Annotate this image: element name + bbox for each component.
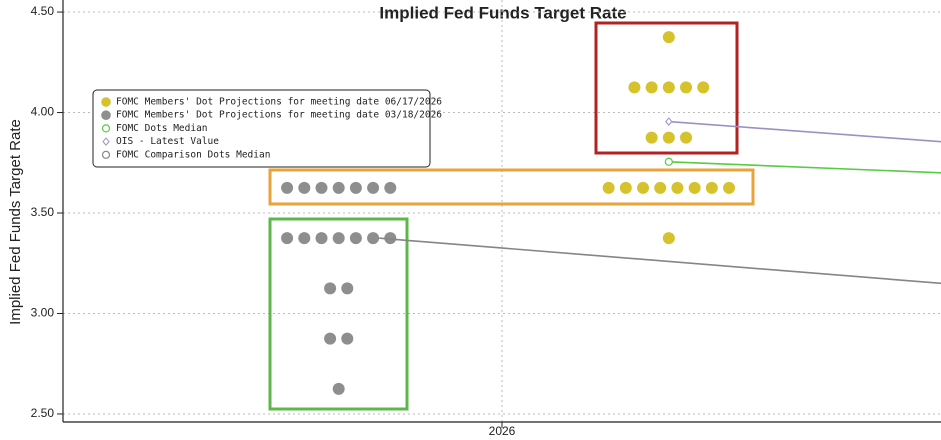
dot: [662, 81, 675, 94]
dot: [341, 282, 354, 295]
dot: [367, 181, 380, 194]
marker: [665, 117, 673, 126]
dot: [367, 232, 380, 245]
dot: [315, 232, 328, 245]
dot: [662, 131, 675, 144]
dot: [298, 181, 311, 194]
y-tick-label: 4.50: [31, 4, 55, 18]
marker: [101, 150, 111, 159]
x-tick-label: 2026: [489, 424, 516, 438]
line: [668, 120, 941, 143]
marker: [102, 137, 110, 146]
dot: [671, 181, 684, 194]
dot: [298, 232, 311, 245]
dot: [680, 131, 693, 144]
highlight-box: [594, 21, 739, 155]
y-tick-label: 4.00: [31, 105, 55, 119]
dot: [384, 232, 397, 245]
dot: [654, 181, 667, 194]
dot: [281, 232, 294, 245]
dot: [697, 81, 710, 94]
y-tick-label: 3.50: [31, 205, 55, 219]
highlight-box: [268, 168, 755, 206]
dot: [619, 181, 632, 194]
legend-label: FOMC Comparison Dots Median: [116, 149, 270, 160]
dot: [315, 181, 328, 194]
y-axis-label: Implied Fed Funds Target Rate: [7, 119, 24, 325]
chart-title: Implied Fed Funds Target Rate: [379, 3, 626, 22]
dot: [680, 81, 693, 94]
legend-label: FOMC Dots Median: [116, 123, 208, 134]
dot: [349, 232, 362, 245]
dot: [645, 131, 658, 144]
dot: [705, 181, 718, 194]
dot: [324, 332, 337, 345]
legend-box: [92, 89, 431, 168]
y-tick-label: 3.00: [31, 306, 55, 320]
dot: [645, 81, 658, 94]
dot: [341, 332, 354, 345]
dot: [332, 382, 345, 395]
dot: [688, 181, 701, 194]
dot: [332, 181, 345, 194]
dot: [324, 282, 337, 295]
dot: [723, 181, 736, 194]
dot: [384, 181, 397, 194]
dot: [101, 97, 111, 107]
highlight-box: [268, 217, 409, 411]
dot: [101, 110, 111, 120]
legend-label: FOMC Members' Dot Projections for meetin…: [116, 97, 442, 108]
dot: [628, 81, 641, 94]
legend: FOMC Members' Dot Projections for meetin…: [92, 89, 442, 168]
marker: [101, 124, 111, 133]
legend-label: OIS - Latest Value: [116, 136, 219, 147]
dot: [332, 232, 345, 245]
y-tick-label: 2.50: [31, 406, 55, 420]
dot: [662, 31, 675, 44]
line: [668, 160, 941, 174]
dot: [602, 181, 615, 194]
legend-label: FOMC Members' Dot Projections for meetin…: [116, 110, 442, 121]
marker: [664, 157, 673, 166]
dot: [349, 181, 362, 194]
marks: [281, 31, 941, 395]
dot: [662, 232, 675, 245]
line: [379, 237, 941, 285]
dot: [281, 181, 294, 194]
dot: [637, 181, 650, 194]
